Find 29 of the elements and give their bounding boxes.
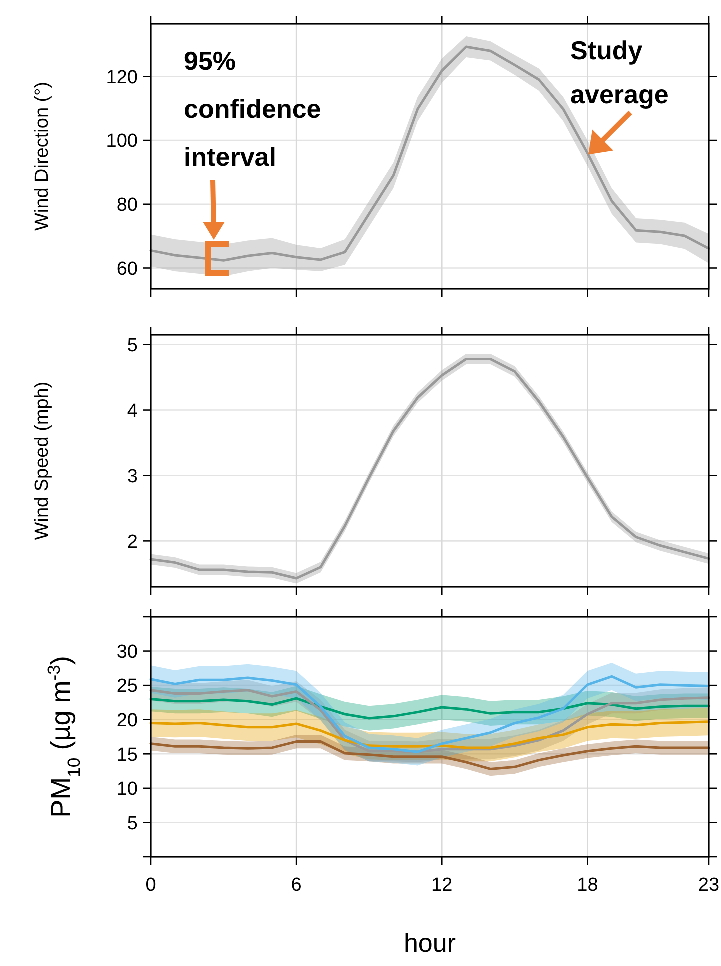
- y-tick-label: 20: [116, 710, 138, 732]
- annotation: Study average: [570, 36, 669, 110]
- y-tick-label: 3: [127, 466, 138, 488]
- y-tick-label: 2: [127, 532, 138, 553]
- y-tick-label: 120: [106, 67, 138, 88]
- x-axis-title: hour: [404, 928, 456, 958]
- x-tick-label: 6: [291, 875, 302, 896]
- x-tick-label: 18: [577, 875, 598, 896]
- y-tick-label: 5: [127, 813, 138, 834]
- y-tick-label: 25: [116, 676, 138, 698]
- y-axis-title: Wind Direction (°): [32, 82, 53, 232]
- line-series: [150, 740, 710, 770]
- x-tick-label: 23: [698, 875, 720, 896]
- x-tick-label: 0: [146, 875, 156, 896]
- y-tick-label: 5: [127, 335, 138, 356]
- x-tick-label: 12: [432, 875, 453, 896]
- line-series: [150, 697, 710, 720]
- y-tick-label: 30: [116, 642, 138, 663]
- annotation: 95% confidence interval: [184, 46, 322, 172]
- y-axis-title: Wind Speed (mph): [32, 382, 53, 540]
- line-series: [150, 675, 710, 754]
- y-tick-label: 100: [106, 131, 138, 152]
- y-tick-label: 60: [116, 258, 138, 280]
- line-series: [150, 689, 710, 754]
- y-tick-label: 4: [127, 400, 138, 422]
- y-tick-label: 10: [116, 779, 138, 800]
- y-tick-label: 80: [116, 195, 138, 216]
- line-series: [150, 720, 710, 750]
- y-tick-label: 15: [116, 744, 138, 766]
